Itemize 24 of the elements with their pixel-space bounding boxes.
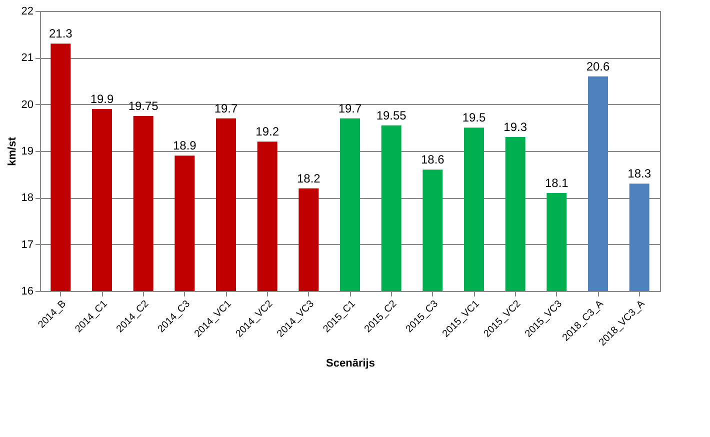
data-label: 19.3: [504, 120, 528, 134]
data-label: 18.2: [296, 171, 321, 186]
data-label: 19.5: [462, 110, 486, 125]
y-tick-label: 18: [21, 192, 34, 204]
data-label: 21.3: [48, 26, 73, 41]
data-label: 18.6: [420, 152, 445, 167]
data-label: 19.75: [128, 99, 159, 113]
data-label: 20.6: [586, 59, 610, 74]
data-label: 19.7: [214, 101, 238, 116]
data-label: 18.3: [628, 166, 652, 181]
data-label: 18.1: [544, 176, 569, 190]
data-label: 18.9: [172, 138, 197, 153]
y-axis-title: km/st: [6, 136, 18, 166]
data-label: 19.7: [338, 101, 362, 116]
data-label: 19.2: [256, 124, 280, 139]
y-tick-label: 19: [21, 146, 34, 158]
y-tick-label: 17: [21, 238, 34, 251]
y-tick-label: 21: [21, 52, 34, 64]
y-tick-label: 20: [21, 98, 34, 111]
y-tick-label: 16: [21, 286, 34, 298]
data-label: 19.9: [90, 92, 114, 106]
y-tick-label: 22: [21, 6, 34, 18]
x-axis-title: Scenārijs: [326, 358, 375, 370]
data-label: 19.55: [376, 108, 407, 122]
